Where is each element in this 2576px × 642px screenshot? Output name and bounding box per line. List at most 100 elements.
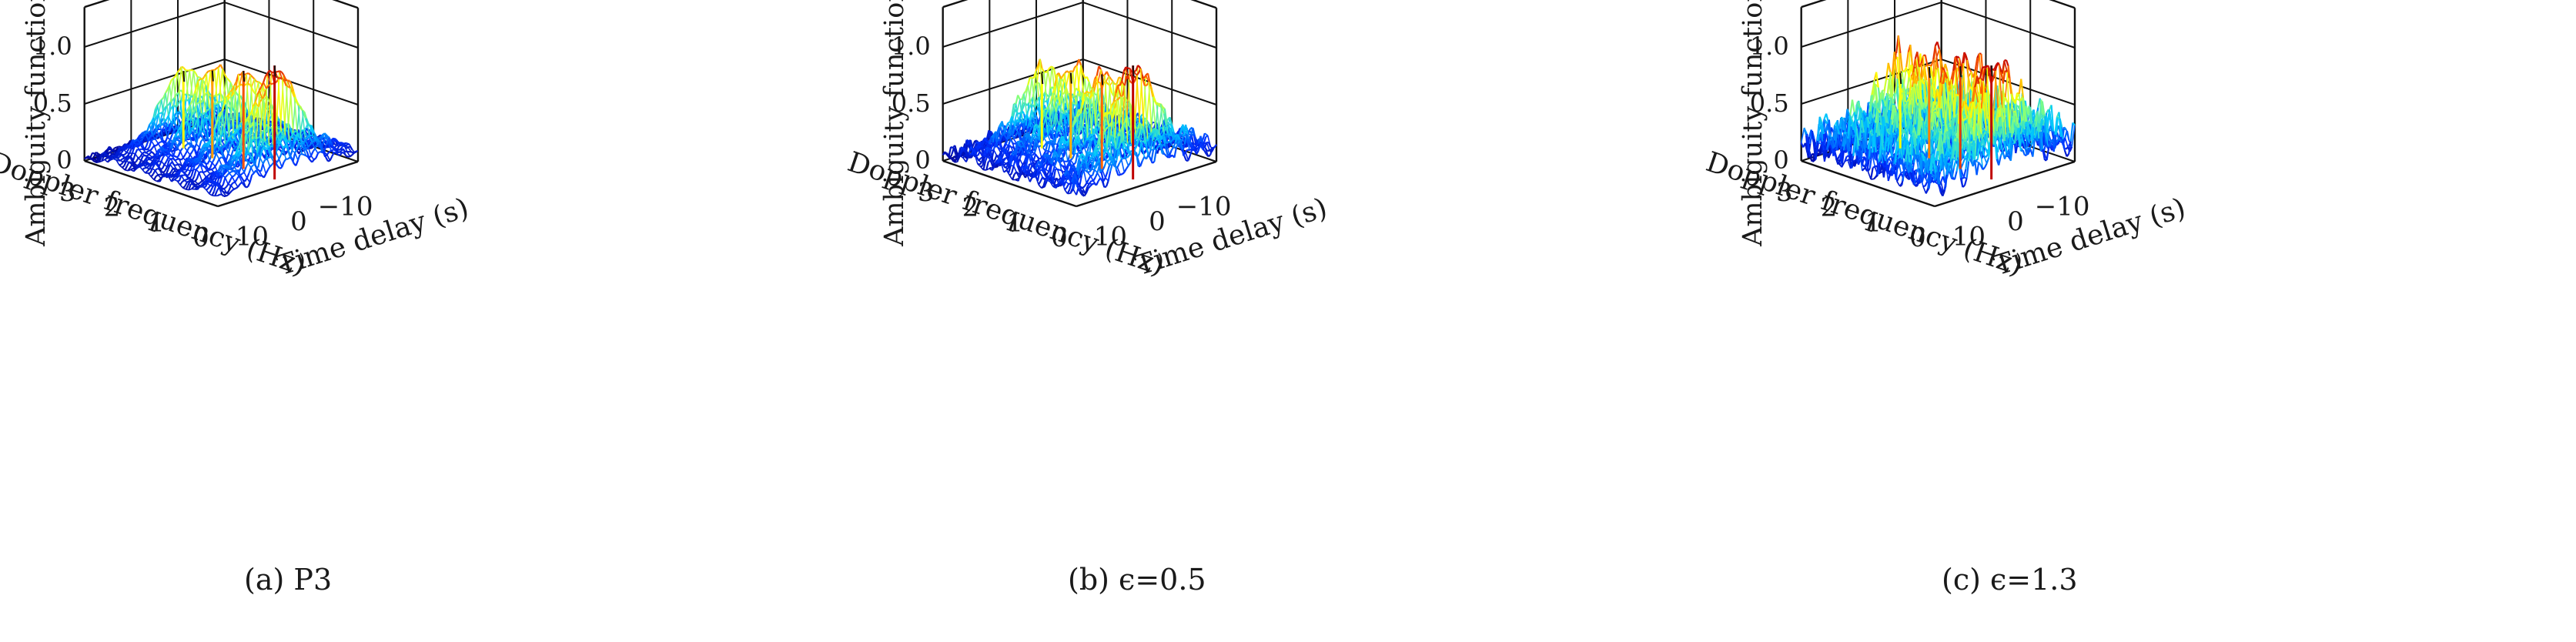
mesh-segment — [198, 140, 202, 148]
mesh-segment — [307, 146, 312, 156]
mesh-segment — [196, 97, 200, 125]
delay-axis-line — [217, 160, 359, 208]
mesh-segment — [283, 158, 287, 162]
mesh-segment — [135, 166, 140, 169]
mesh-segment — [144, 156, 148, 162]
mesh-segment — [188, 159, 192, 163]
mesh-segment — [179, 148, 183, 152]
mesh-segment — [209, 105, 212, 110]
mesh-segment — [263, 173, 267, 179]
mesh-segment — [237, 169, 241, 176]
mesh-segment — [220, 156, 224, 159]
mesh-segment — [285, 129, 289, 132]
mesh-segment — [202, 154, 206, 164]
mesh-segment — [216, 152, 220, 160]
mesh-segment — [189, 145, 192, 149]
mesh-segment — [217, 112, 222, 117]
mesh-segment — [172, 105, 175, 108]
mesh-segment — [182, 67, 186, 71]
mesh-segment — [193, 86, 198, 94]
mesh-segment — [212, 172, 216, 178]
mesh-segment — [307, 156, 311, 161]
mesh-segment — [287, 85, 291, 89]
top-back-edge — [84, 0, 110, 8]
top-side-edge — [1190, 0, 1217, 9]
mesh-segment — [279, 134, 283, 139]
mesh-segment — [150, 140, 155, 146]
mesh-segment — [233, 154, 236, 160]
mesh-segment — [223, 186, 227, 190]
mesh-segment — [115, 156, 118, 159]
mesh-segment — [278, 148, 282, 152]
mesh-segment — [269, 134, 273, 138]
mesh-segment — [218, 156, 222, 160]
mesh-segment — [95, 159, 98, 162]
mesh-segment — [225, 194, 229, 197]
mesh-segment — [229, 135, 233, 139]
mesh-segment — [327, 141, 332, 152]
mesh-segment — [151, 163, 154, 166]
mesh-segment — [154, 169, 159, 176]
mesh-segment — [210, 186, 214, 191]
mesh-segment — [183, 163, 188, 170]
mesh-segment — [163, 119, 168, 123]
mesh-segment — [137, 148, 140, 151]
mesh-segment — [330, 150, 335, 153]
mesh-segment — [288, 142, 293, 151]
mesh-segment — [250, 105, 255, 113]
mesh-segment — [129, 148, 132, 154]
mesh-segment — [179, 181, 183, 186]
peak-tip — [211, 70, 214, 82]
mesh-segment — [258, 135, 262, 139]
mesh-segment — [219, 147, 224, 159]
mesh-segment — [326, 135, 330, 139]
mesh-segment — [230, 149, 234, 157]
mesh-segment — [301, 141, 305, 145]
mesh-segment — [152, 168, 156, 172]
mesh-segment — [290, 133, 294, 138]
mesh-segment — [285, 78, 289, 82]
mesh-segment — [189, 162, 192, 166]
z-tick-label: 0.5 — [892, 89, 931, 118]
mesh-segment — [344, 142, 347, 145]
mesh-segment — [184, 93, 187, 96]
mesh-segment — [249, 159, 253, 162]
mesh-segment — [161, 164, 166, 169]
mesh-segment — [288, 136, 293, 143]
mesh-segment — [186, 108, 189, 112]
mesh-segment — [199, 163, 204, 173]
mesh-segment — [209, 179, 212, 182]
mesh-segment — [230, 170, 234, 173]
mesh-segment — [347, 155, 350, 158]
mesh-segment — [234, 179, 238, 183]
mesh-segment — [202, 172, 207, 178]
mesh-segment — [226, 97, 230, 138]
panel-a: 0 0.5 1.0 0 1 2 3 10 0 −10 Ambiguity function Doppl… — [0, 0, 858, 642]
mesh-segment — [113, 158, 117, 161]
mesh-segment — [304, 139, 309, 148]
mesh-segment — [229, 92, 234, 135]
mesh-segment — [154, 168, 158, 172]
mesh-segment — [299, 152, 303, 155]
mesh-segment — [221, 102, 226, 112]
z-tick-label: 0.5 — [33, 89, 72, 118]
mesh-segment — [250, 164, 254, 169]
mesh-segment — [211, 191, 216, 196]
mesh-segment — [310, 146, 314, 149]
mesh-segment — [189, 70, 193, 96]
mesh-segment — [190, 145, 195, 149]
mesh-segment — [326, 151, 330, 155]
mesh-segment — [127, 169, 132, 172]
mesh-segment — [115, 154, 119, 158]
peak-tip — [273, 65, 276, 77]
doppler-tick-label: 3 — [59, 177, 76, 208]
mesh-segment — [155, 155, 159, 161]
mesh-segment — [125, 155, 129, 158]
delay-tick-label: 10 — [236, 221, 269, 252]
mesh-segment — [186, 146, 190, 152]
mesh-segment — [178, 119, 182, 125]
z-gridline — [942, 1, 1217, 48]
mesh-segment — [246, 72, 249, 75]
mesh-segment — [135, 153, 139, 159]
mesh-segment — [248, 167, 253, 174]
